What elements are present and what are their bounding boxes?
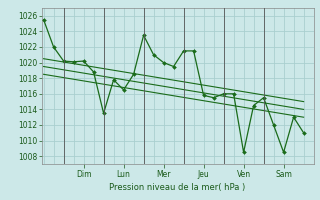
X-axis label: Pression niveau de la mer( hPa ): Pression niveau de la mer( hPa ) (109, 183, 246, 192)
